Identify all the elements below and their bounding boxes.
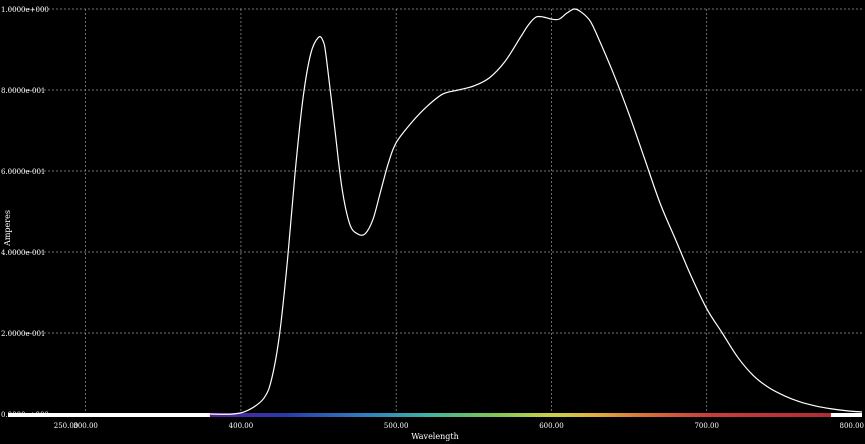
x-tick-label: 500.00 [384, 422, 409, 430]
y-tick-label: 0.0000e+000 [1, 411, 49, 419]
x-tick-label: 700.00 [694, 422, 719, 430]
visible-spectrum-bar [209, 413, 831, 417]
series-line [209, 8, 863, 415]
x-tick-label: 600.00 [539, 422, 564, 430]
x-tick-label: 300.00 [73, 422, 98, 430]
y-tick-label: 8.0000e-001 [1, 87, 45, 95]
y-axis-ticks: 0.0000e+000 2.0000e-001 4.0000e-001 6.0000e… [1, 6, 49, 419]
x-axis-title: Wavelength [411, 432, 458, 441]
y-tick-label: 1.0000e+000 [1, 6, 49, 14]
x-tick-label: 800.00 [840, 422, 865, 430]
x-tick-label: 250.00 [54, 422, 79, 430]
grid [8, 8, 862, 414]
y-tick-label: 4.0000e-001 [1, 249, 45, 257]
y-axis-title: Amperes [3, 210, 12, 247]
x-tick-label: 400.00 [229, 422, 254, 430]
y-tick-label: 6.0000e-001 [1, 168, 45, 176]
y-tick-label: 2.0000e-001 [1, 330, 45, 338]
